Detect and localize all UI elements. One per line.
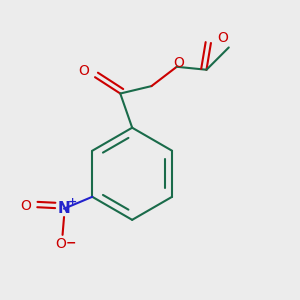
Text: −: − [66,237,76,250]
Text: N: N [58,201,70,216]
Text: +: + [68,197,77,207]
Text: O: O [21,199,32,213]
Text: O: O [56,237,67,251]
Text: O: O [217,31,228,45]
Text: O: O [78,64,89,78]
Text: O: O [173,56,184,70]
